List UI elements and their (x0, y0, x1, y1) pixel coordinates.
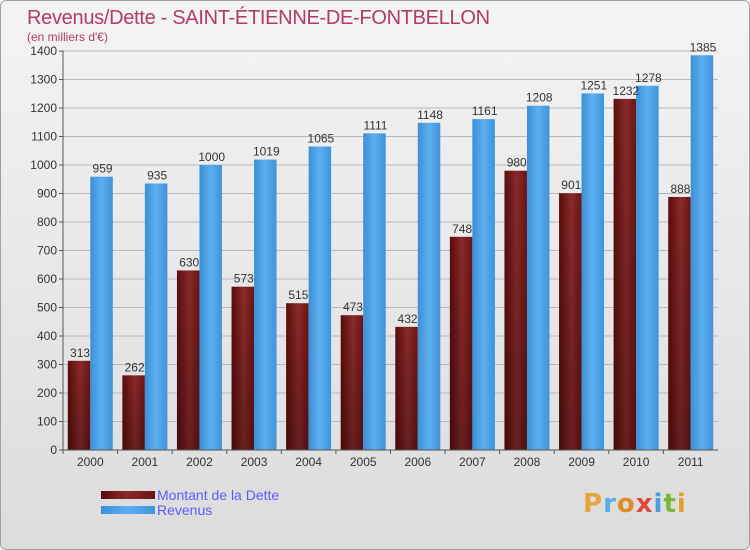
data-label: 888 (670, 182, 690, 196)
data-label: 1065 (308, 131, 335, 145)
y-tick-label: 600 (37, 272, 57, 286)
data-label: 980 (507, 156, 527, 170)
data-label: 1385 (690, 40, 717, 54)
y-tick-label: 0 (50, 443, 57, 457)
data-label: 1232 (613, 84, 640, 98)
legend-label-revenus: Revenus (157, 501, 213, 518)
y-tick-label: 900 (37, 187, 57, 201)
data-label: 1148 (417, 108, 443, 122)
bar-revenus (526, 105, 550, 450)
x-tick-label: 2009 (568, 455, 595, 469)
y-tick-label: 1400 (30, 44, 57, 58)
bar-revenus (254, 159, 277, 450)
data-label: 1208 (526, 91, 553, 105)
bar-dette-shade (67, 360, 91, 450)
y-tick-label: 1000 (30, 158, 57, 172)
bar-revenus (690, 55, 714, 451)
x-axis: 2000 2001 2002 2003 2004 2005 2006 2007 2008 2009… (62, 449, 718, 469)
x-tick-label: 2000 (77, 455, 104, 469)
grid-lines (63, 50, 718, 451)
data-label: 935 (147, 169, 167, 183)
y-axis: 0 100 200 300 400 500 600 700 800 900 1000 1100 1200… (30, 44, 64, 457)
y-tick-label: 200 (37, 386, 57, 400)
legend-swatch-revenus (101, 505, 155, 514)
data-label: 959 (93, 162, 113, 176)
proxiti-logo: Proxiti (583, 489, 687, 519)
bar-dette-shade (613, 98, 637, 450)
x-tick-label: 2006 (404, 455, 431, 469)
x-tick-label: 2010 (623, 455, 650, 469)
bar-dette-shade (122, 375, 145, 450)
legend-label-dette: Montant de la Dette (157, 486, 280, 503)
bar-dette-shade (668, 196, 691, 450)
bar-revenus (472, 119, 495, 451)
bar-chart: 0 100 200 300 400 500 600 700 800 900 1000 1100 1200… (30, 40, 718, 469)
bar-revenus (417, 122, 441, 450)
legend-swatch-dette (101, 490, 155, 499)
bar-dette-shade (395, 326, 418, 450)
bar-revenus (308, 146, 332, 450)
y-tick-label: 500 (37, 301, 57, 315)
bar-revenus (581, 93, 605, 450)
data-labels: 313 959 262 935 630 1000 573 1019 515 1065 473 1111… (70, 40, 717, 374)
data-label: 262 (125, 360, 145, 374)
x-tick-label: 2001 (132, 455, 159, 469)
bar-revenus (636, 85, 659, 451)
bar-dette-shade (449, 236, 473, 450)
bar-dette-shade (176, 270, 200, 450)
bar-revenus (363, 133, 386, 451)
chart-title: Revenus/Dette - SAINT-ÉTIENNE-DE-FONTBEL… (27, 7, 490, 29)
data-label: 573 (234, 272, 254, 286)
data-label: 748 (452, 222, 472, 236)
y-tick-label: 1300 (30, 73, 57, 87)
bar-dette-shade (286, 303, 309, 450)
data-label: 1019 (253, 145, 280, 159)
chart-subtitle: (en milliers d'€) (27, 30, 108, 44)
data-label: 313 (70, 346, 90, 360)
x-tick-label: 2004 (295, 455, 322, 469)
y-tick-label: 400 (37, 329, 57, 343)
x-tick-label: 2008 (514, 455, 541, 469)
x-tick-label: 2007 (459, 455, 486, 469)
legend: Montant de la Dette Revenus (101, 486, 280, 518)
bars (67, 55, 714, 451)
legend-item-dette: Montant de la Dette (101, 486, 280, 503)
data-label: 901 (561, 178, 581, 192)
data-label: 515 (288, 288, 308, 302)
bar-revenus (144, 183, 168, 450)
bar-revenus (199, 165, 222, 450)
data-label: 473 (343, 300, 363, 314)
y-tick-label: 700 (37, 244, 57, 258)
y-tick-label: 300 (37, 358, 57, 372)
bar-dette-shade (559, 193, 582, 450)
legend-item-revenus: Revenus (101, 501, 279, 518)
data-label: 432 (398, 312, 418, 326)
data-label: 1278 (635, 71, 662, 85)
data-label: 1161 (472, 104, 498, 118)
y-tick-label: 100 (37, 415, 57, 429)
bar-dette-shade (504, 170, 527, 450)
data-label: 630 (179, 255, 199, 269)
y-tick-label: 1100 (31, 130, 57, 144)
x-tick-label: 2002 (186, 455, 213, 469)
x-tick-label: 2005 (350, 455, 377, 469)
bar-revenus (90, 176, 113, 450)
x-tick-label: 2011 (678, 455, 704, 469)
data-label: 1000 (198, 150, 225, 164)
data-label: 1111 (363, 118, 387, 132)
y-tick-label: 800 (37, 215, 57, 229)
x-tick-label: 2003 (241, 455, 268, 469)
y-tick-label: 1200 (30, 101, 57, 115)
bar-dette-shade (340, 315, 364, 450)
bar-dette-shade (231, 286, 255, 450)
data-label: 1251 (580, 78, 607, 92)
